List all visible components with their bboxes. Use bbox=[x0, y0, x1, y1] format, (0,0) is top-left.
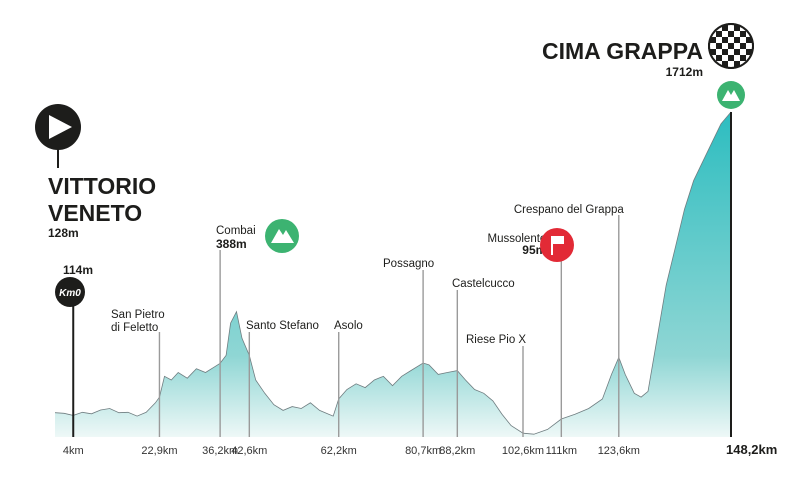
place-label-3-0: Santo Stefano bbox=[246, 320, 319, 332]
finish-name: CIMA GRAPPA bbox=[542, 38, 703, 64]
km-label-6: 88,2km bbox=[439, 445, 475, 457]
place-label-5-0: Possagno bbox=[383, 258, 434, 270]
km0-block: 114m Km0 bbox=[55, 263, 93, 307]
place-label-4-0: Asolo bbox=[334, 320, 363, 332]
sprint-flag-icon bbox=[540, 228, 574, 262]
finish-block: CIMA GRAPPA 1712m bbox=[542, 23, 754, 109]
finish-elevation: 1712m bbox=[666, 65, 703, 79]
km-label-10: 148,2km bbox=[726, 442, 777, 457]
place-label-6-0: Castelcucco bbox=[452, 278, 515, 290]
km-label-5: 80,7km bbox=[405, 445, 441, 457]
checkered-flag-icon bbox=[708, 23, 754, 69]
km-label-8: 111km bbox=[546, 445, 577, 457]
profile-area bbox=[55, 112, 731, 437]
km-label-2: 36,2km bbox=[202, 445, 238, 457]
place-label-8-0: Mussolente bbox=[488, 233, 547, 245]
start-name-line1: VITTORIO bbox=[48, 173, 156, 199]
place-label-9-0: Crespano del Grappa bbox=[514, 204, 625, 216]
km0-badge-label: Km0 bbox=[59, 288, 81, 299]
km0-icon: Km0 bbox=[55, 277, 85, 307]
mountain-icon bbox=[265, 219, 299, 253]
km-label-9: 123,6km bbox=[598, 445, 640, 457]
start-name-line2: VENETO bbox=[48, 200, 142, 226]
km-label-1: 22,9km bbox=[141, 445, 177, 457]
start-elevation: 128m bbox=[48, 226, 79, 240]
start-block: VITTORIO VENETO 128m bbox=[35, 104, 156, 240]
profile-line bbox=[54, 111, 732, 435]
play-icon bbox=[35, 104, 81, 150]
km-label-3: 42,6km bbox=[231, 445, 267, 457]
km-label-4: 62,2km bbox=[321, 445, 357, 457]
place-elevation-2: 388m bbox=[216, 237, 247, 251]
km0-elevation: 114m bbox=[63, 263, 93, 277]
place-label-1-0: San Pietro bbox=[111, 309, 165, 321]
place-label-7-0: Riese Pio X bbox=[466, 334, 526, 346]
km-label-7: 102,6km bbox=[502, 445, 544, 457]
km-label-0: 4km bbox=[63, 445, 84, 457]
place-label-2-0: Combai bbox=[216, 225, 256, 237]
place-label-1-1: di Feletto bbox=[111, 322, 158, 334]
mountain-icon bbox=[717, 81, 745, 109]
